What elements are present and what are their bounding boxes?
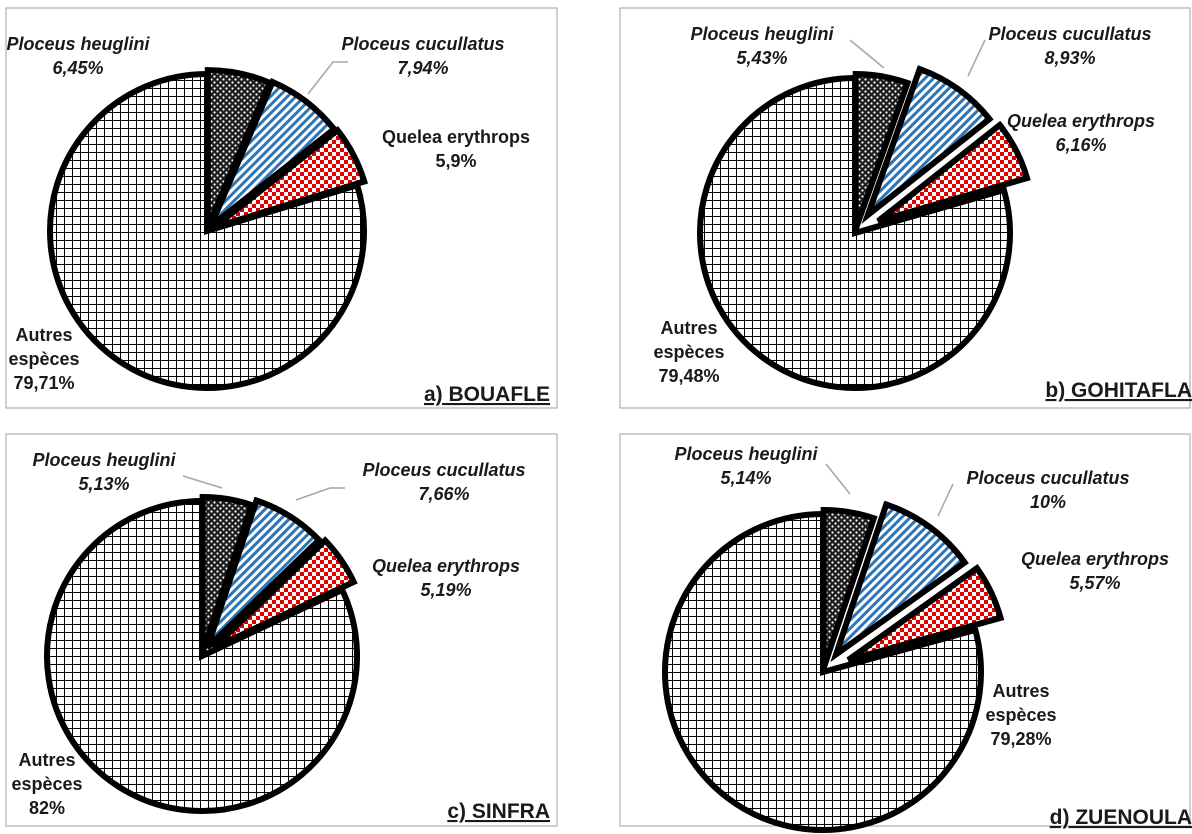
- slice-value-label: 6,16%: [1055, 135, 1106, 155]
- slice-value-label: 82%: [29, 798, 65, 818]
- pie-slice-autres: [662, 510, 984, 833]
- leader-line: [295, 487, 345, 501]
- slice-value-label: 5,14%: [720, 468, 771, 488]
- slice-label: Ploceus cucullatus: [362, 460, 525, 480]
- slice-label: Ploceus heuglini: [690, 24, 834, 44]
- slice-value-label: 10%: [1030, 492, 1066, 512]
- slice-label: Autres: [992, 681, 1049, 701]
- slice-value-label: 7,66%: [418, 484, 469, 504]
- pie-slice-heuglini: [820, 507, 878, 670]
- chart-title: b) GOHITAFLA: [1045, 379, 1192, 402]
- leader-line: [307, 61, 348, 95]
- slice-label: Ploceus cucullatus: [988, 24, 1151, 44]
- slice-label: Autres: [660, 318, 717, 338]
- leader-line: [849, 39, 885, 69]
- leader-line: [825, 463, 851, 495]
- slice-value-label: 5,57%: [1069, 573, 1120, 593]
- panel-c: c) SINFRA: [5, 433, 558, 827]
- pie-slice-autres: [697, 74, 1013, 391]
- pie-slice-cucullatus: [207, 78, 339, 229]
- pie-slice-autres: [47, 70, 367, 391]
- slice-value-label: 5,13%: [78, 474, 129, 494]
- pie-slice-erythrops: [876, 120, 1031, 224]
- slice-value-label: 79,28%: [990, 729, 1051, 749]
- slice-value-label: 8,93%: [1044, 48, 1095, 68]
- pie-slice-cucullatus: [204, 496, 324, 650]
- slice-value-label: 79,48%: [658, 366, 719, 386]
- slice-label: Quelea erythrops: [1021, 549, 1169, 569]
- pie-slice-cucullatus: [861, 65, 994, 224]
- slice-label: Quelea erythrops: [382, 127, 530, 147]
- slice-label: Ploceus cucullatus: [966, 468, 1129, 488]
- chart-title: d) ZUENOULA: [1050, 806, 1192, 829]
- panel-b: b) GOHITAFLA: [619, 7, 1192, 409]
- pie-slice-heuglini: [852, 71, 912, 231]
- slice-label: Ploceus heuglini: [674, 444, 818, 464]
- slice-label: Quelea erythrops: [372, 556, 520, 576]
- slice-label: espèces: [11, 774, 82, 794]
- leader-line: [967, 39, 986, 77]
- slice-label: Ploceus heuglini: [32, 450, 176, 470]
- slice-label: Ploceus heuglini: [6, 34, 150, 54]
- chart-title: c) SINFRA: [447, 800, 550, 823]
- slice-label: espèces: [653, 342, 724, 362]
- panel-d: d) ZUENOULA: [619, 433, 1192, 833]
- slice-label: Quelea erythrops: [1007, 111, 1155, 131]
- slice-value-label: 5,43%: [736, 48, 787, 68]
- leader-line: [182, 475, 223, 489]
- chart-title: a) BOUAFLE: [424, 383, 550, 406]
- slice-value-label: 7,94%: [397, 58, 448, 78]
- leader-line: [937, 483, 954, 517]
- pie-slice-heuglini: [199, 494, 256, 654]
- pie-slice-erythrops: [846, 564, 1005, 663]
- slice-label: espèces: [8, 349, 79, 369]
- slice-value-label: 5,19%: [420, 580, 471, 600]
- slice-label: Ploceus cucullatus: [341, 34, 504, 54]
- slice-label: espèces: [985, 705, 1056, 725]
- pie-slice-cucullatus: [830, 500, 969, 663]
- panel-a: a) BOUAFLE: [5, 7, 558, 409]
- slice-value-label: 6,45%: [52, 58, 103, 78]
- slice-label: Autres: [15, 325, 72, 345]
- pie-slice-erythrops: [212, 126, 369, 231]
- slice-label: Autres: [18, 750, 75, 770]
- pie-slice-erythrops: [211, 536, 358, 651]
- slice-value-label: 79,71%: [13, 373, 74, 393]
- pie-slice-autres: [44, 497, 360, 814]
- slice-value-label: 5,9%: [435, 151, 476, 171]
